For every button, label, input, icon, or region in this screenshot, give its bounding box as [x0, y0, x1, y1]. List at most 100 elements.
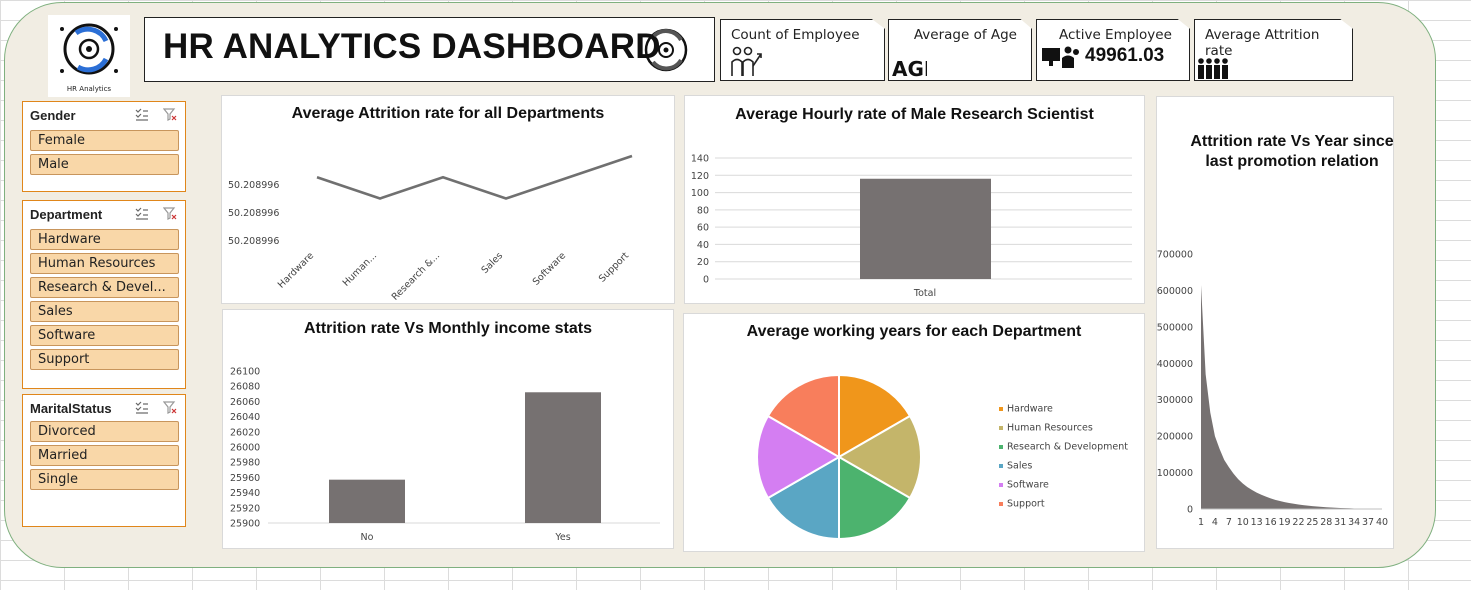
pie-slice-1: [838, 373, 912, 459]
y-tick-label: 140: [691, 154, 709, 165]
logo-caption: HR Analytics: [66, 85, 112, 93]
x-tick-label: 7: [1226, 517, 1232, 528]
slicer-item-research[interactable]: Research & Devel...: [30, 277, 179, 298]
pie-slice-4: [766, 455, 840, 541]
slicer-gender: Gender Female Male: [22, 101, 186, 192]
bar-chart: 25900 25920 25940 25960 25980 26000 26020 26040…: [230, 367, 660, 543]
kpi-active-label: Active Employee: [1059, 27, 1172, 43]
kpi-attrition-label: Average Attrition rate: [1205, 27, 1320, 59]
y-tick-label: 120: [691, 171, 709, 182]
y-tick-label: 100000: [1157, 468, 1193, 479]
chart-working-years: Average working years for each Departmen…: [683, 313, 1145, 552]
x-tick-label: 34: [1348, 517, 1360, 528]
people-icon: [731, 46, 762, 76]
area-series: [1201, 284, 1382, 509]
y-tick-label: 50.208996: [228, 208, 279, 219]
legend-swatch: [999, 445, 1003, 449]
x-tick-label: 25: [1306, 517, 1318, 528]
legend-label: Sales: [1007, 461, 1032, 472]
pie-slice-2: [837, 414, 922, 500]
y-tick-label: 50.208996: [228, 180, 279, 191]
slicer-item-software[interactable]: Software: [30, 325, 179, 346]
title-box: HR ANALYTICS DASHBOARD: [144, 17, 715, 82]
chart-attrition-promotion: Attrition rate Vs Year since last promot…: [1156, 96, 1394, 549]
kpi-active-value: 49961.03: [1085, 45, 1165, 66]
kpi-count-employee: Count of Employee: [720, 19, 885, 81]
y-tick-label: 500000: [1157, 322, 1193, 333]
x-tick-label: Yes: [554, 532, 570, 543]
clear-filter-icon[interactable]: [163, 401, 177, 414]
kpi-active-employee: Active Employee 49961.03: [1036, 19, 1190, 81]
y-tick-label: 25940: [230, 488, 260, 499]
legend-label: Research & Development: [1007, 442, 1128, 453]
group-icon: [1198, 58, 1228, 79]
x-tick-label: 16: [1265, 517, 1277, 528]
y-tick-label: 26040: [230, 412, 260, 423]
legend-swatch: [999, 483, 1003, 487]
y-tick-label: 200000: [1157, 432, 1193, 443]
bar-total: [860, 178, 991, 279]
slicer-gender-title: Gender: [30, 108, 76, 123]
pie-slice-6: [766, 373, 840, 459]
x-tick-label: Human...: [341, 250, 379, 288]
y-tick-label: 80: [697, 205, 709, 216]
x-tick-label: Total: [913, 288, 936, 299]
y-tick-label: 400000: [1157, 359, 1193, 370]
bar-yes: [525, 392, 601, 523]
y-tick-label: 0: [1187, 505, 1193, 516]
slicer-item-sales[interactable]: Sales: [30, 301, 179, 322]
x-tick-label: Hardware: [276, 250, 316, 290]
slicer-item-support[interactable]: Support: [30, 349, 179, 370]
slicer-item-human-resources[interactable]: Human Resources: [30, 253, 179, 274]
chart-title: Average working years for each Departmen…: [746, 323, 1082, 340]
legend-label: Hardware: [1007, 404, 1053, 415]
y-tick-label: 700000: [1157, 250, 1193, 261]
x-tick-label: Software: [531, 250, 569, 288]
line-chart: 50.208996 50.208996 50.208996 Hardware Human…: [228, 154, 633, 303]
legend-label: Support: [1007, 499, 1045, 510]
y-tick-label: 26100: [230, 367, 260, 378]
kpi-count-label: Count of Employee: [731, 27, 860, 43]
chart-title: Attrition rate Vs Year since last promot…: [1190, 133, 1394, 170]
legend-swatch: [999, 502, 1003, 506]
chart-income-stats: Attrition rate Vs Monthly income stats 2…: [222, 309, 674, 549]
clear-filter-icon[interactable]: [163, 207, 177, 220]
slicer-department-title: Department: [30, 207, 103, 222]
kpi-attrition-rate: Average Attrition rate: [1194, 19, 1353, 81]
bar-no: [329, 479, 405, 523]
legend-label: Software: [1007, 480, 1049, 491]
pie-chart: Hardware Human Resources Research & Develo…: [756, 373, 1128, 541]
area-chart: 0 100000 200000 300000 400000 500000 600000 700…: [1157, 250, 1388, 529]
x-tick-label: 40: [1376, 517, 1388, 528]
y-tick-label: 25980: [230, 458, 260, 469]
multi-select-icon[interactable]: [135, 207, 149, 220]
y-tick-label: 60: [697, 223, 709, 234]
x-tick-label: 31: [1334, 517, 1346, 528]
y-tick-label: 26000: [230, 443, 260, 454]
chart-title: Average Hourly rate of Male Research Sci…: [735, 106, 1094, 123]
x-tick-label: 4: [1212, 517, 1218, 528]
clear-filter-icon[interactable]: [163, 108, 177, 121]
legend-swatch: [999, 464, 1003, 468]
y-tick-label: 50.208996: [228, 236, 279, 247]
slicer-item-single[interactable]: Single: [30, 469, 179, 490]
y-tick-label: 26060: [230, 397, 260, 408]
chart-attrition-departments: Average Attrition rate for all Departmen…: [221, 95, 675, 304]
slicer-marital-title: MaritalStatus: [30, 401, 112, 416]
slicer-department: Department Hardware Human Resources Rese…: [22, 200, 186, 389]
y-tick-label: 25900: [230, 519, 260, 530]
y-tick-label: 26020: [230, 427, 260, 438]
legend-swatch: [999, 426, 1003, 430]
x-tick-label: 28: [1320, 517, 1332, 528]
x-tick-label: 10: [1237, 517, 1249, 528]
slicer-item-hardware[interactable]: Hardware: [30, 229, 179, 250]
x-tick-label: 19: [1278, 517, 1290, 528]
multi-select-icon[interactable]: [135, 401, 149, 414]
multi-select-icon[interactable]: [135, 108, 149, 121]
y-tick-label: 26080: [230, 382, 260, 393]
slicer-item-divorced[interactable]: Divorced: [30, 421, 179, 442]
slicer-item-male[interactable]: Male: [30, 154, 179, 175]
y-tick-label: 100: [691, 188, 709, 199]
slicer-item-married[interactable]: Married: [30, 445, 179, 466]
slicer-item-female[interactable]: Female: [30, 130, 179, 151]
